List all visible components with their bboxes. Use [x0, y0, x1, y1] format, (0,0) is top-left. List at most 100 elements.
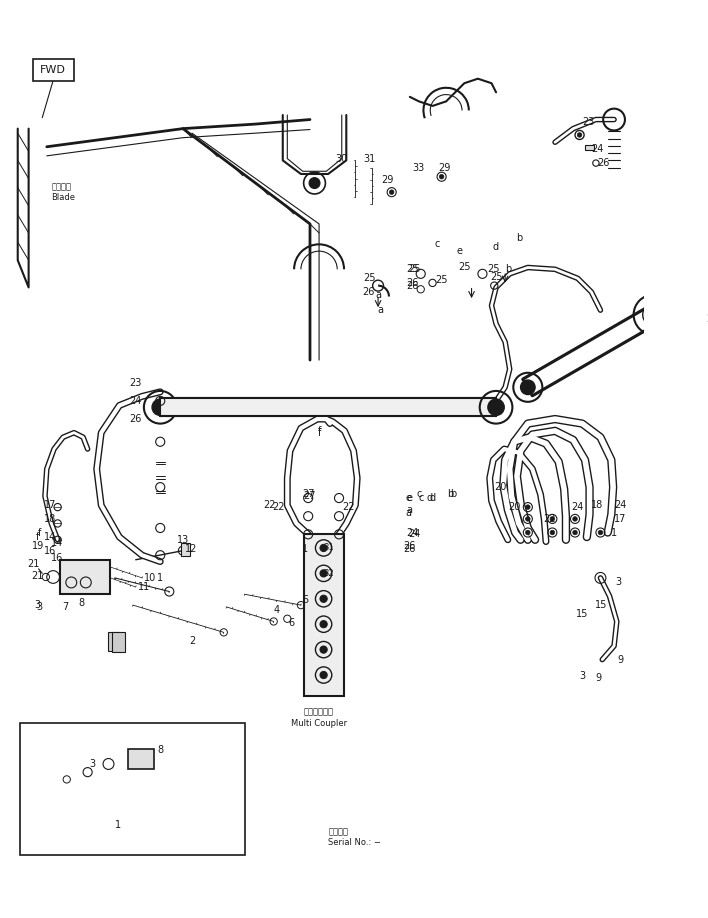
- Text: 3: 3: [36, 602, 42, 612]
- Text: 8: 8: [157, 745, 164, 756]
- Circle shape: [152, 399, 169, 416]
- Circle shape: [573, 517, 577, 521]
- Text: a: a: [405, 508, 411, 518]
- Text: 18: 18: [591, 500, 604, 510]
- Text: 1: 1: [302, 543, 309, 554]
- Text: 26: 26: [404, 543, 416, 554]
- Circle shape: [440, 174, 444, 179]
- Circle shape: [320, 595, 327, 602]
- Circle shape: [525, 517, 530, 521]
- Circle shape: [520, 380, 535, 395]
- Circle shape: [320, 671, 327, 678]
- Bar: [128, 748, 154, 768]
- Text: 12: 12: [185, 543, 197, 554]
- Text: 25: 25: [458, 263, 471, 273]
- Text: c: c: [435, 239, 440, 249]
- Text: 24: 24: [614, 500, 627, 510]
- Text: c: c: [418, 493, 423, 503]
- Text: 4: 4: [273, 605, 280, 615]
- Text: 9: 9: [595, 673, 602, 683]
- Text: e: e: [457, 246, 463, 256]
- Text: 30: 30: [336, 153, 348, 163]
- Text: 22: 22: [272, 502, 285, 512]
- Text: f: f: [36, 532, 40, 542]
- Text: 21: 21: [27, 559, 40, 569]
- Text: 26: 26: [404, 541, 416, 551]
- Text: 29: 29: [438, 162, 450, 173]
- Text: 16: 16: [44, 545, 56, 555]
- Text: マルチカプラ: マルチカプラ: [304, 708, 334, 717]
- Circle shape: [320, 544, 327, 552]
- Text: 24: 24: [406, 528, 418, 538]
- Text: 3: 3: [90, 759, 96, 769]
- Text: 16: 16: [51, 553, 63, 563]
- Circle shape: [389, 190, 394, 195]
- Text: 15: 15: [576, 610, 588, 620]
- Text: 24: 24: [591, 144, 604, 154]
- Text: 25: 25: [408, 264, 421, 274]
- Text: 22: 22: [342, 502, 355, 512]
- Text: a: a: [407, 505, 413, 515]
- Circle shape: [598, 531, 603, 535]
- Text: 5: 5: [302, 595, 309, 605]
- Circle shape: [573, 531, 577, 535]
- Text: 9: 9: [617, 655, 624, 665]
- Circle shape: [525, 531, 530, 535]
- Bar: [33, 59, 74, 81]
- Text: Serial No.: −: Serial No.: −: [328, 838, 381, 847]
- Text: 3: 3: [615, 577, 622, 588]
- Circle shape: [550, 517, 554, 521]
- Text: 25: 25: [435, 275, 447, 285]
- Text: 22: 22: [543, 514, 556, 524]
- Text: d: d: [427, 493, 433, 503]
- Text: 3: 3: [579, 671, 586, 681]
- Circle shape: [309, 177, 320, 188]
- Bar: [181, 543, 190, 556]
- Text: 14: 14: [44, 532, 56, 542]
- Text: 17: 17: [43, 500, 56, 510]
- Text: 13: 13: [177, 535, 189, 544]
- Text: 25: 25: [406, 264, 419, 274]
- Text: ブレード
Blade: ブレード Blade: [51, 183, 75, 202]
- Text: 6: 6: [289, 619, 295, 628]
- Text: 19: 19: [32, 541, 44, 551]
- Bar: [585, 145, 594, 151]
- Text: 15: 15: [595, 600, 607, 610]
- Text: 1: 1: [611, 528, 617, 538]
- Circle shape: [550, 531, 554, 535]
- Text: 20: 20: [494, 482, 507, 492]
- Text: 24: 24: [409, 530, 421, 540]
- Bar: [108, 633, 120, 651]
- Bar: [160, 398, 496, 417]
- Text: 26: 26: [406, 281, 419, 291]
- Text: 26: 26: [362, 287, 375, 297]
- Text: c: c: [416, 489, 421, 499]
- Circle shape: [488, 399, 504, 416]
- Text: a: a: [375, 290, 381, 299]
- Bar: [304, 534, 345, 696]
- Text: b: b: [505, 264, 511, 274]
- Text: 3: 3: [35, 600, 41, 610]
- Text: 32: 32: [323, 569, 333, 577]
- Text: e: e: [407, 493, 413, 503]
- Text: 11: 11: [137, 582, 150, 592]
- Text: 23: 23: [582, 118, 595, 128]
- Text: 26: 26: [130, 414, 142, 424]
- Text: 22: 22: [263, 500, 275, 510]
- Text: 29: 29: [381, 175, 394, 185]
- Text: 18: 18: [44, 514, 56, 524]
- Text: f: f: [317, 426, 321, 436]
- Circle shape: [577, 133, 582, 137]
- Text: 24: 24: [571, 502, 584, 512]
- Text: 7: 7: [62, 602, 68, 612]
- Text: b: b: [447, 489, 454, 499]
- Text: e: e: [405, 493, 411, 503]
- Text: 21: 21: [32, 571, 44, 581]
- Text: 1: 1: [157, 573, 164, 583]
- Circle shape: [320, 570, 327, 577]
- Circle shape: [320, 621, 327, 628]
- Text: Multi Coupler: Multi Coupler: [291, 719, 347, 728]
- Text: 23: 23: [130, 377, 142, 387]
- Text: d: d: [430, 493, 435, 503]
- Text: 25: 25: [487, 264, 499, 274]
